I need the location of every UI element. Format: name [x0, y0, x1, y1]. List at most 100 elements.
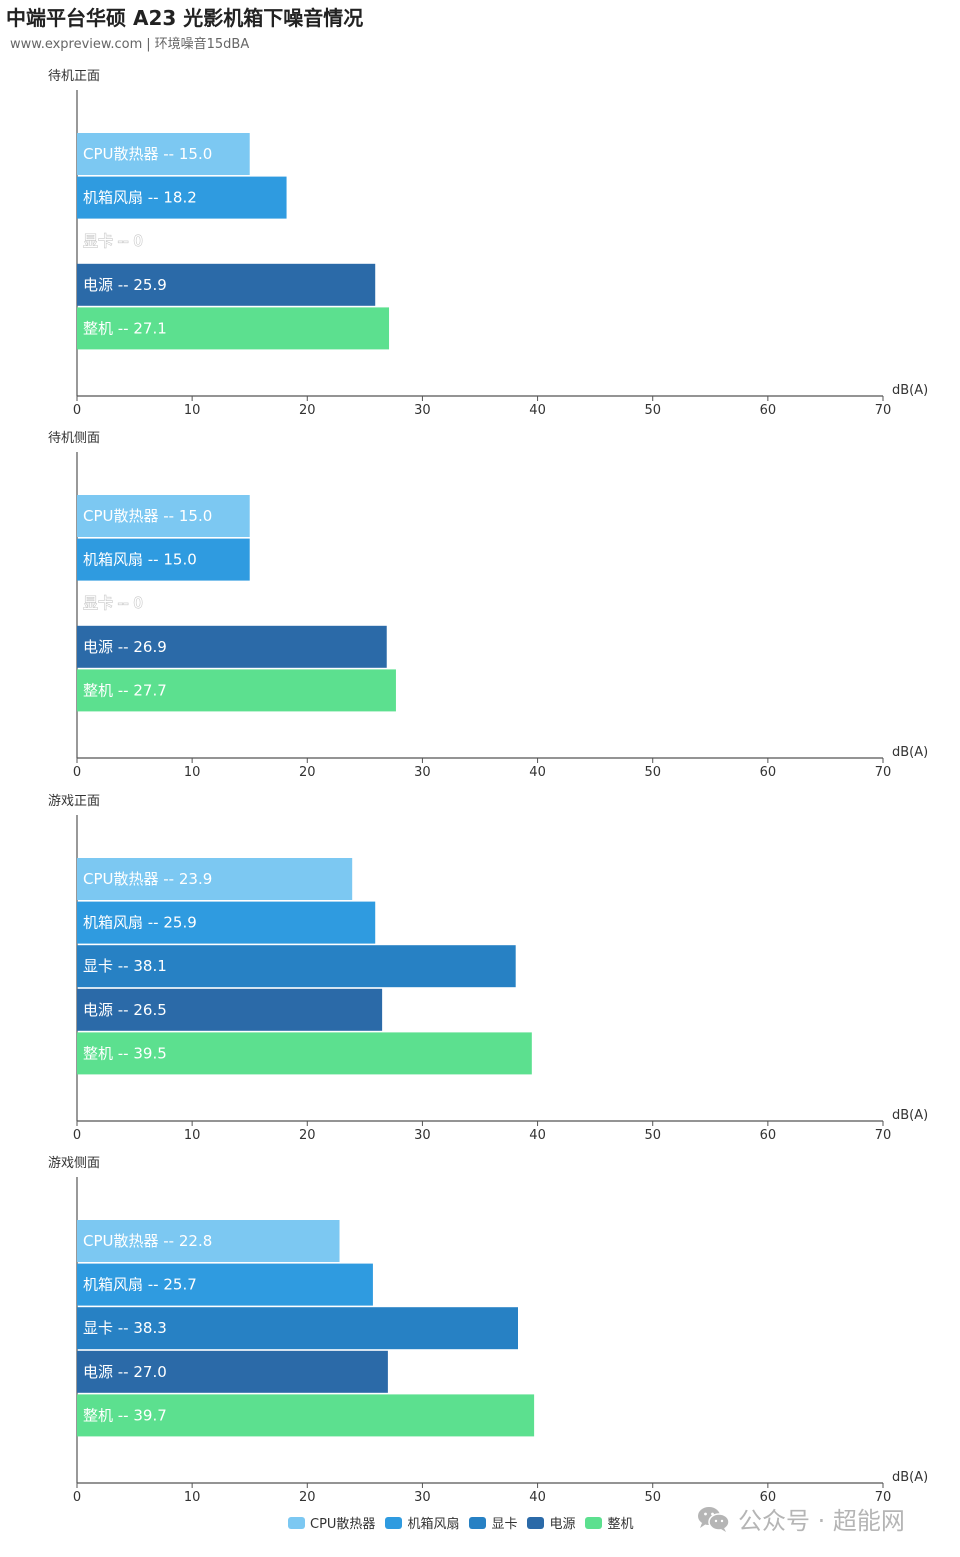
- watermark-text: 公众号 · 超能网: [738, 1507, 905, 1535]
- legend-swatch: [585, 1516, 603, 1529]
- x-tick-label: 0: [73, 403, 81, 418]
- x-tick-label: 30: [414, 1128, 431, 1143]
- wechat-icon: [698, 1506, 730, 1532]
- bar-label: 显卡 -- 38.1: [83, 957, 167, 975]
- x-tick-label: 10: [184, 1128, 201, 1143]
- x-tick-label: 60: [760, 403, 777, 418]
- x-tick-label: 50: [644, 403, 661, 418]
- bar-label: CPU散热器 -- 15.0: [83, 145, 212, 163]
- x-tick-label: 70: [875, 1128, 892, 1143]
- bar-label: CPU散热器 -- 23.9: [83, 870, 212, 888]
- bar-label: CPU散热器 -- 22.8: [83, 1232, 212, 1250]
- x-tick-label: 30: [414, 765, 431, 780]
- bar-label: 整机 -- 27.1: [83, 319, 167, 337]
- x-axis-label: dB(A): [892, 1470, 928, 1485]
- x-axis-label: dB(A): [892, 383, 928, 398]
- bar: [77, 1032, 532, 1075]
- x-tick-label: 50: [644, 1128, 661, 1143]
- legend-swatch: [469, 1516, 487, 1529]
- bar: [77, 1307, 518, 1350]
- separator: |: [146, 37, 151, 52]
- panel-title: 待机侧面: [48, 431, 100, 446]
- bar-label: 整机 -- 27.7: [83, 681, 167, 699]
- bar: [77, 945, 516, 988]
- bar-label: 整机 -- 39.7: [83, 1406, 167, 1424]
- bar-label: 电源 -- 26.9: [83, 638, 167, 656]
- bar: [77, 133, 250, 175]
- bar-label: CPU散热器 -- 15.0: [83, 507, 212, 525]
- legend-swatch: [385, 1516, 403, 1529]
- panel-title: 游戏正面: [48, 794, 100, 809]
- x-axis-label: dB(A): [892, 745, 928, 760]
- bar-label: 机箱风扇 -- 18.2: [83, 189, 197, 207]
- bar-label: 机箱风扇 -- 15.0: [83, 551, 197, 569]
- legend-swatch: [527, 1516, 545, 1529]
- bar: [77, 1394, 535, 1437]
- x-tick-label: 60: [760, 1490, 777, 1505]
- bar: [77, 263, 376, 306]
- legend: CPU散热器 机箱风扇 显卡 电源 整机: [288, 1513, 644, 1532]
- x-tick-label: 40: [529, 1128, 546, 1143]
- bar-label: 机箱风扇 -- 25.7: [83, 1276, 197, 1294]
- bar-label: 显卡 -- 0: [83, 594, 143, 612]
- bar-label: 电源 -- 26.5: [83, 1001, 167, 1019]
- x-tick-label: 10: [184, 765, 201, 780]
- bar: [77, 1263, 373, 1306]
- x-tick-label: 30: [414, 1490, 431, 1505]
- x-tick-label: 70: [875, 403, 892, 418]
- x-tick-label: 70: [875, 765, 892, 780]
- panel-title: 游戏侧面: [48, 1156, 100, 1171]
- legend-item[interactable]: 整机: [585, 1513, 634, 1532]
- x-tick-label: 60: [760, 1128, 777, 1143]
- x-axis-label: dB(A): [892, 1108, 928, 1123]
- bar-label: 电源 -- 27.0: [83, 1363, 167, 1381]
- x-tick-label: 40: [529, 765, 546, 780]
- x-tick-label: 60: [760, 765, 777, 780]
- bar-label: 电源 -- 25.9: [83, 276, 167, 294]
- bar: [77, 625, 387, 668]
- x-tick-label: 50: [644, 765, 661, 780]
- legend-label: 机箱风扇: [407, 1517, 460, 1532]
- x-tick-label: 20: [299, 765, 316, 780]
- chart-title: 中端平台华硕 A23 光影机箱下噪音情况: [6, 6, 364, 30]
- bar: [77, 176, 287, 219]
- source-url: www.expreview.com: [10, 37, 143, 52]
- bar-label: 显卡 -- 0: [83, 232, 143, 250]
- bar: [77, 307, 390, 350]
- bar: [77, 1220, 340, 1262]
- x-tick-label: 50: [644, 1490, 661, 1505]
- x-tick-label: 40: [529, 1490, 546, 1505]
- x-tick-label: 20: [299, 1128, 316, 1143]
- bar: [77, 538, 250, 581]
- x-tick-label: 30: [414, 403, 431, 418]
- bar: [77, 669, 396, 712]
- watermark: 公众号 · 超能网: [696, 1501, 905, 1536]
- bar: [77, 858, 353, 900]
- legend-label: CPU散热器: [310, 1517, 376, 1532]
- bar: [77, 1350, 388, 1393]
- x-tick-label: 70: [875, 1490, 892, 1505]
- bar: [77, 901, 376, 944]
- legend-item[interactable]: 机箱风扇: [385, 1513, 459, 1532]
- x-tick-label: 10: [184, 1490, 201, 1505]
- bar: [77, 988, 383, 1031]
- legend-item[interactable]: CPU散热器: [288, 1513, 375, 1532]
- legend-swatch: [288, 1516, 305, 1529]
- x-tick-label: 0: [73, 1490, 81, 1505]
- bar: [77, 495, 250, 537]
- legend-label: 显卡: [491, 1517, 518, 1532]
- x-tick-label: 40: [529, 403, 546, 418]
- x-tick-label: 0: [73, 1128, 81, 1143]
- bar-label: 机箱风扇 -- 25.9: [83, 914, 197, 932]
- chart-subtitle: www.expreview.com | 环境噪音15dBA: [10, 33, 249, 52]
- x-tick-label: 20: [299, 403, 316, 418]
- ambient-noise-note: 环境噪音15dBA: [154, 37, 250, 52]
- bar-label: 显卡 -- 38.3: [83, 1319, 167, 1337]
- legend-label: 电源: [549, 1517, 576, 1532]
- x-tick-label: 20: [299, 1490, 316, 1505]
- legend-item[interactable]: 电源: [527, 1513, 575, 1532]
- bar-label: 整机 -- 39.5: [83, 1044, 167, 1062]
- panel-title: 待机正面: [48, 69, 100, 84]
- legend-item[interactable]: 显卡: [469, 1513, 517, 1532]
- x-tick-label: 10: [184, 403, 201, 418]
